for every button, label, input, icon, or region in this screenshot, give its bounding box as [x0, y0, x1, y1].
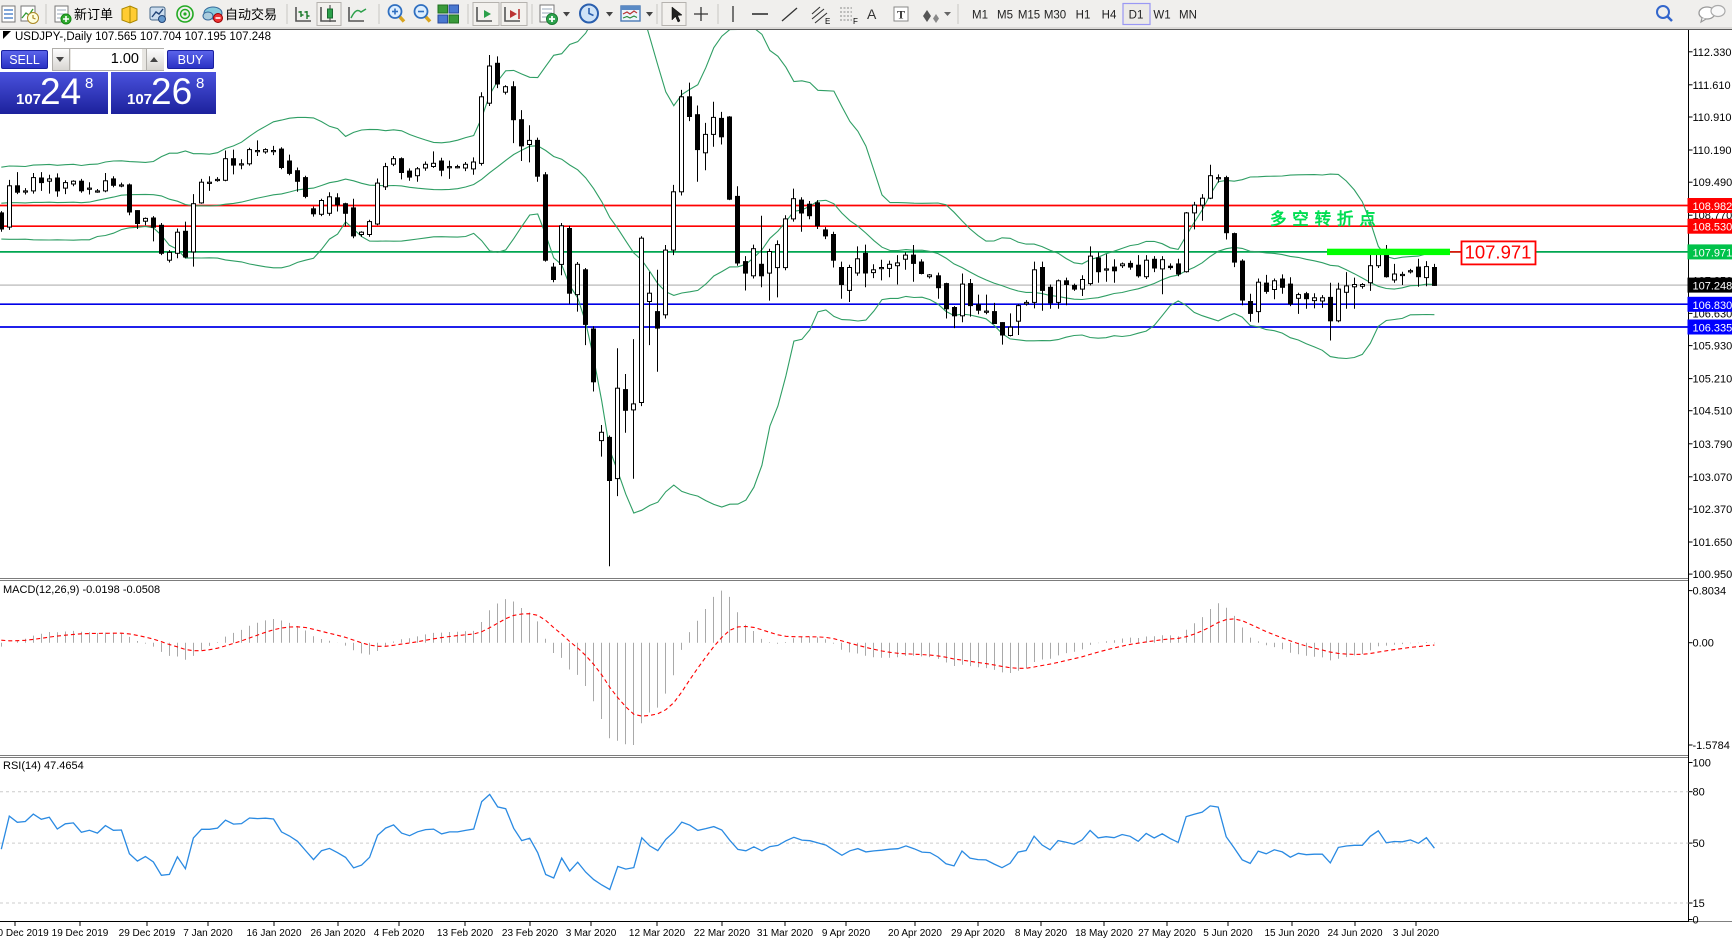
svg-text:103.070: 103.070 — [1693, 472, 1732, 484]
svg-text:110.910: 110.910 — [1693, 112, 1732, 124]
svg-text:D1: D1 — [1129, 10, 1144, 22]
svg-text:16 Jan 2020: 16 Jan 2020 — [246, 928, 301, 939]
svg-text:111.610: 111.610 — [1693, 80, 1731, 92]
svg-text:M5: M5 — [997, 10, 1013, 22]
svg-text:106.830: 106.830 — [1693, 300, 1732, 312]
svg-text:100.950: 100.950 — [1693, 569, 1732, 581]
svg-text:0: 0 — [1693, 915, 1699, 927]
svg-text:E: E — [825, 17, 830, 26]
svg-text:13 Feb 2020: 13 Feb 2020 — [437, 928, 494, 939]
svg-text:18 May 2020: 18 May 2020 — [1075, 928, 1133, 939]
svg-text:F: F — [853, 17, 858, 26]
svg-text:29 Dec 2019: 29 Dec 2019 — [119, 928, 176, 939]
svg-text:0.8034: 0.8034 — [1693, 586, 1727, 598]
svg-text:103.790: 103.790 — [1693, 439, 1732, 451]
svg-text:9 Apr 2020: 9 Apr 2020 — [822, 928, 871, 939]
svg-text:MN: MN — [1179, 10, 1197, 22]
svg-text:106.335: 106.335 — [1693, 323, 1732, 335]
svg-text:29 Apr 2020: 29 Apr 2020 — [951, 928, 1005, 939]
svg-text:102.370: 102.370 — [1693, 504, 1732, 516]
svg-text:H1: H1 — [1076, 10, 1091, 22]
svg-text:27 May 2020: 27 May 2020 — [1138, 928, 1196, 939]
svg-text:15: 15 — [1693, 898, 1705, 910]
svg-text:4 Feb 2020: 4 Feb 2020 — [374, 928, 425, 939]
svg-text:104.510: 104.510 — [1693, 406, 1732, 418]
svg-text:12 Mar 2020: 12 Mar 2020 — [629, 928, 686, 939]
svg-text:107.248: 107.248 — [1693, 281, 1732, 293]
svg-text:RSI(14) 47.4654: RSI(14) 47.4654 — [3, 760, 84, 772]
svg-text:3 Jul 2020: 3 Jul 2020 — [1393, 928, 1440, 939]
svg-text:110.190: 110.190 — [1693, 145, 1732, 157]
svg-text:自动交易: 自动交易 — [225, 7, 277, 22]
svg-text:22 Mar 2020: 22 Mar 2020 — [694, 928, 751, 939]
svg-text:20 Apr 2020: 20 Apr 2020 — [888, 928, 942, 939]
svg-text:101.650: 101.650 — [1693, 537, 1732, 549]
svg-text:105.210: 105.210 — [1693, 374, 1732, 386]
svg-text:5 Jun 2020: 5 Jun 2020 — [1203, 928, 1253, 939]
svg-text:M1: M1 — [972, 10, 988, 22]
svg-text:107.971: 107.971 — [1693, 247, 1732, 259]
svg-text:100: 100 — [1693, 758, 1711, 770]
svg-text:24 Jun 2020: 24 Jun 2020 — [1327, 928, 1382, 939]
svg-text:8 May 2020: 8 May 2020 — [1015, 928, 1068, 939]
svg-text:105.930: 105.930 — [1693, 341, 1732, 353]
svg-text:-1.5784: -1.5784 — [1693, 740, 1730, 752]
svg-text:26 Jan 2020: 26 Jan 2020 — [310, 928, 365, 939]
svg-text:80: 80 — [1693, 787, 1705, 799]
svg-text:USDJPY-,Daily 107.565 107.704: USDJPY-,Daily 107.565 107.704 107.195 10… — [15, 31, 271, 43]
svg-text:19 Dec 2019: 19 Dec 2019 — [52, 928, 109, 939]
svg-text:MACD(12,26,9) -0.0198 -0.0508: MACD(12,26,9) -0.0198 -0.0508 — [3, 584, 160, 596]
svg-text:0.00: 0.00 — [1693, 638, 1714, 650]
svg-text:3 Mar 2020: 3 Mar 2020 — [566, 928, 617, 939]
svg-text:多空转折点: 多空转折点 — [1270, 209, 1382, 229]
svg-text:7 Jan 2020: 7 Jan 2020 — [183, 928, 233, 939]
svg-text:M30: M30 — [1044, 10, 1066, 22]
svg-text:W1: W1 — [1153, 10, 1170, 22]
svg-text:108.982: 108.982 — [1693, 201, 1732, 213]
svg-text:107.971: 107.971 — [1465, 241, 1532, 262]
svg-text:M15: M15 — [1018, 10, 1040, 22]
svg-text:109.490: 109.490 — [1693, 177, 1732, 189]
svg-text:A: A — [867, 6, 877, 22]
svg-text:15 Jun 2020: 15 Jun 2020 — [1264, 928, 1319, 939]
svg-text:112.330: 112.330 — [1693, 47, 1732, 59]
svg-text:23 Feb 2020: 23 Feb 2020 — [502, 928, 559, 939]
svg-text:31 Mar 2020: 31 Mar 2020 — [757, 928, 814, 939]
svg-text:H4: H4 — [1102, 10, 1117, 22]
svg-text:10 Dec 2019: 10 Dec 2019 — [0, 928, 49, 939]
svg-text:108.530: 108.530 — [1693, 222, 1732, 234]
svg-text:50: 50 — [1693, 838, 1705, 850]
svg-text:T: T — [897, 8, 905, 22]
svg-text:新订单: 新订单 — [74, 7, 113, 22]
